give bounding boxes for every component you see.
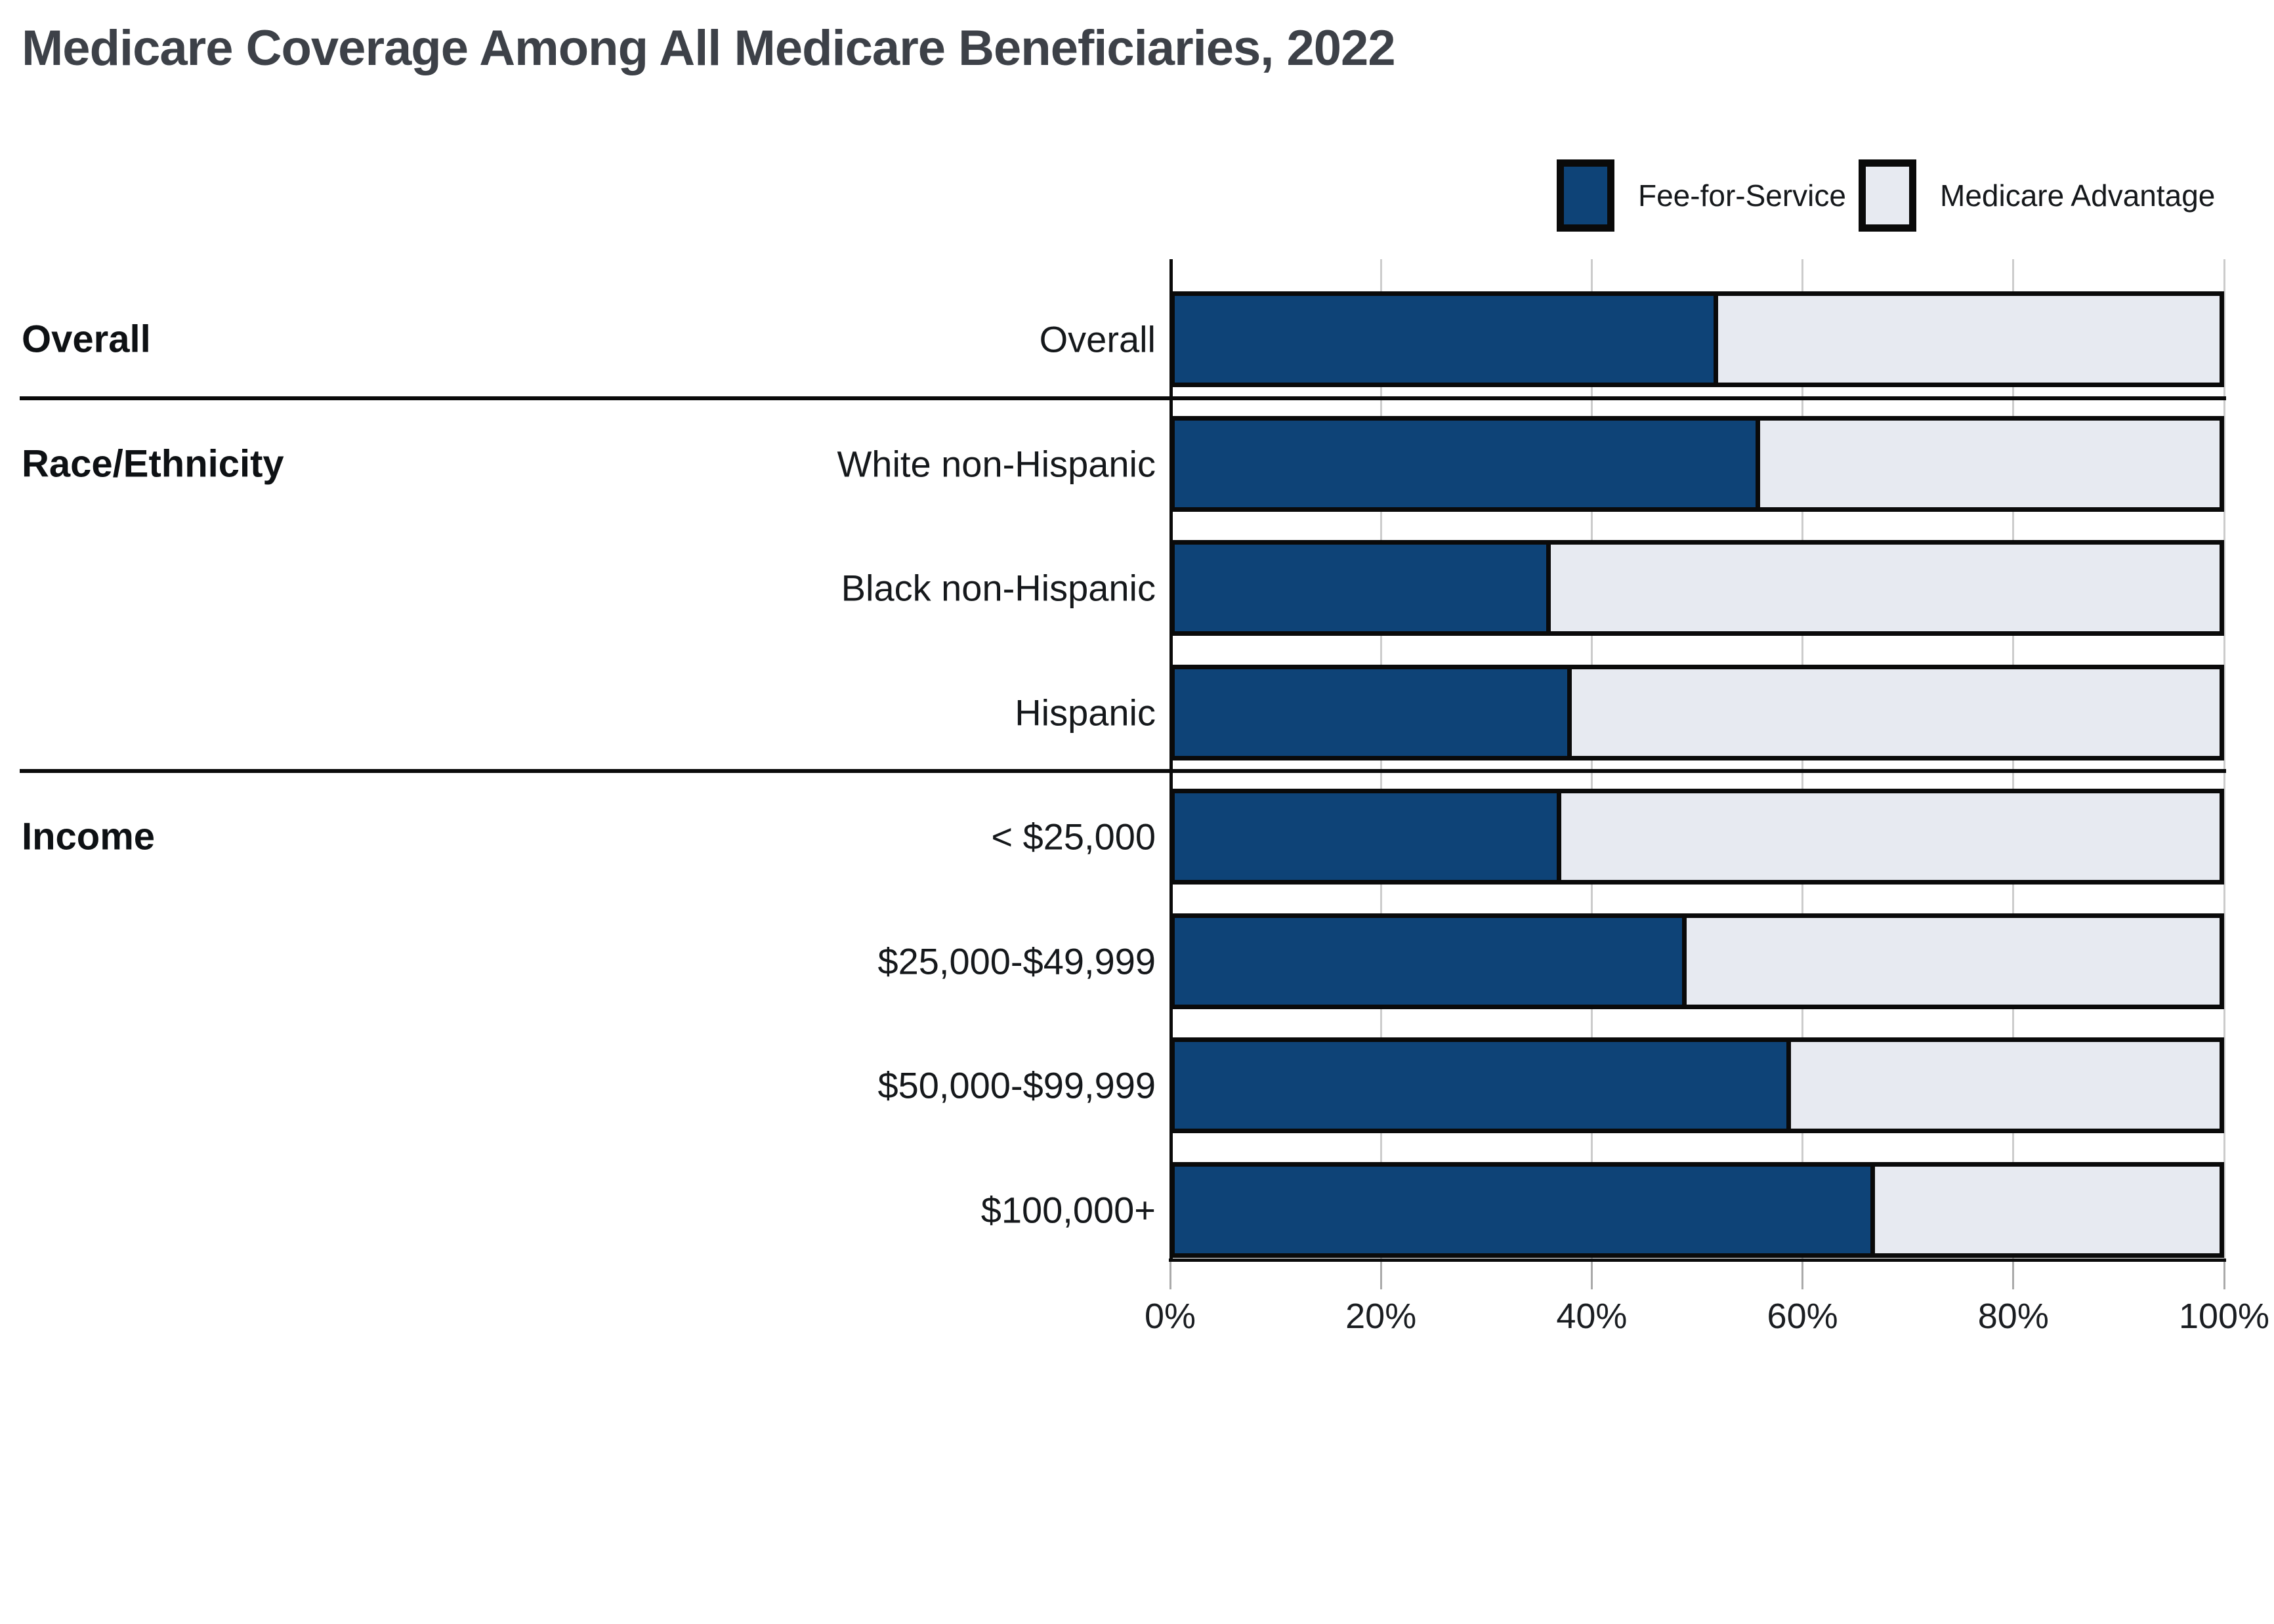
row-label-50-000-99-999: $50,000-$99,999 bbox=[877, 1064, 1156, 1106]
row-label-overall: Overall bbox=[1039, 318, 1156, 360]
bar-segment-fee-for-service bbox=[1175, 917, 1687, 1005]
row-label-white-non-hispanic: White non-Hispanic bbox=[837, 443, 1156, 484]
section-header-race-ethnicity: Race/Ethnicity bbox=[22, 442, 284, 485]
row-label-black-non-hispanic: Black non-Hispanic bbox=[841, 567, 1156, 609]
x-axis-tick bbox=[2223, 1262, 2225, 1289]
bar-segment-fee-for-service bbox=[1175, 420, 1760, 507]
x-axis-tick-label: 20% bbox=[1345, 1297, 1417, 1336]
x-axis-tick-label: 40% bbox=[1556, 1297, 1628, 1336]
x-axis-tick-label: 0% bbox=[1144, 1297, 1196, 1336]
legend-swatch-fee-for-service-icon bbox=[1557, 159, 1614, 232]
legend-label: Fee-for-Service bbox=[1638, 178, 1846, 213]
legend-label: Medicare Advantage bbox=[1940, 178, 2216, 213]
bar-segment-fee-for-service bbox=[1175, 793, 1562, 880]
bar-segment-fee-for-service bbox=[1175, 1166, 1875, 1253]
bar-row-white-non-hispanic bbox=[1170, 415, 2224, 512]
row-label-25-000: < $25,000 bbox=[991, 816, 1156, 858]
x-axis-tick bbox=[1590, 1262, 1593, 1289]
bar-segment-fee-for-service bbox=[1175, 296, 1718, 383]
x-axis-tick-label: 100% bbox=[2178, 1297, 2270, 1336]
bar-row-25-000-49-999 bbox=[1170, 913, 2224, 1009]
x-axis-tick-label: 60% bbox=[1767, 1297, 1838, 1336]
chart-title: Medicare Coverage Among All Medicare Ben… bbox=[22, 20, 1396, 76]
section-header-income: Income bbox=[22, 815, 156, 858]
bar-row-hispanic bbox=[1170, 664, 2224, 760]
section-header-overall: Overall bbox=[22, 318, 151, 361]
legend-item-fee-for-service: Fee-for-Service bbox=[1557, 159, 1846, 232]
bar-row-50-000-99-999 bbox=[1170, 1037, 2224, 1133]
bar-row-100-000 bbox=[1170, 1161, 2224, 1258]
row-label-25-000-49-999: $25,000-$49,999 bbox=[877, 940, 1156, 982]
x-axis-tick bbox=[2012, 1262, 2015, 1289]
row-label-100-000: $100,000+ bbox=[980, 1189, 1156, 1230]
bar-row-25-000 bbox=[1170, 789, 2224, 885]
legend-item-medicare-advantage: Medicare Advantage bbox=[1859, 159, 2215, 232]
gridline bbox=[2223, 259, 2225, 1259]
x-axis-tick bbox=[1169, 1262, 1171, 1289]
row-label-hispanic: Hispanic bbox=[1015, 692, 1156, 733]
bar-segment-fee-for-service bbox=[1175, 545, 1551, 631]
bar-row-black-non-hispanic bbox=[1170, 540, 2224, 636]
bar-row-overall bbox=[1170, 291, 2224, 387]
legend-swatch-medicare-advantage-icon bbox=[1859, 159, 1916, 232]
section-divider bbox=[20, 769, 2226, 773]
x-axis-tick-label: 80% bbox=[1977, 1297, 2049, 1336]
bar-segment-fee-for-service bbox=[1175, 669, 1572, 756]
x-axis-tick bbox=[1801, 1262, 1804, 1289]
section-divider bbox=[20, 396, 2226, 400]
x-axis-tick bbox=[1379, 1262, 1382, 1289]
bar-segment-fee-for-service bbox=[1175, 1042, 1792, 1129]
x-axis-line bbox=[1169, 1259, 2226, 1262]
